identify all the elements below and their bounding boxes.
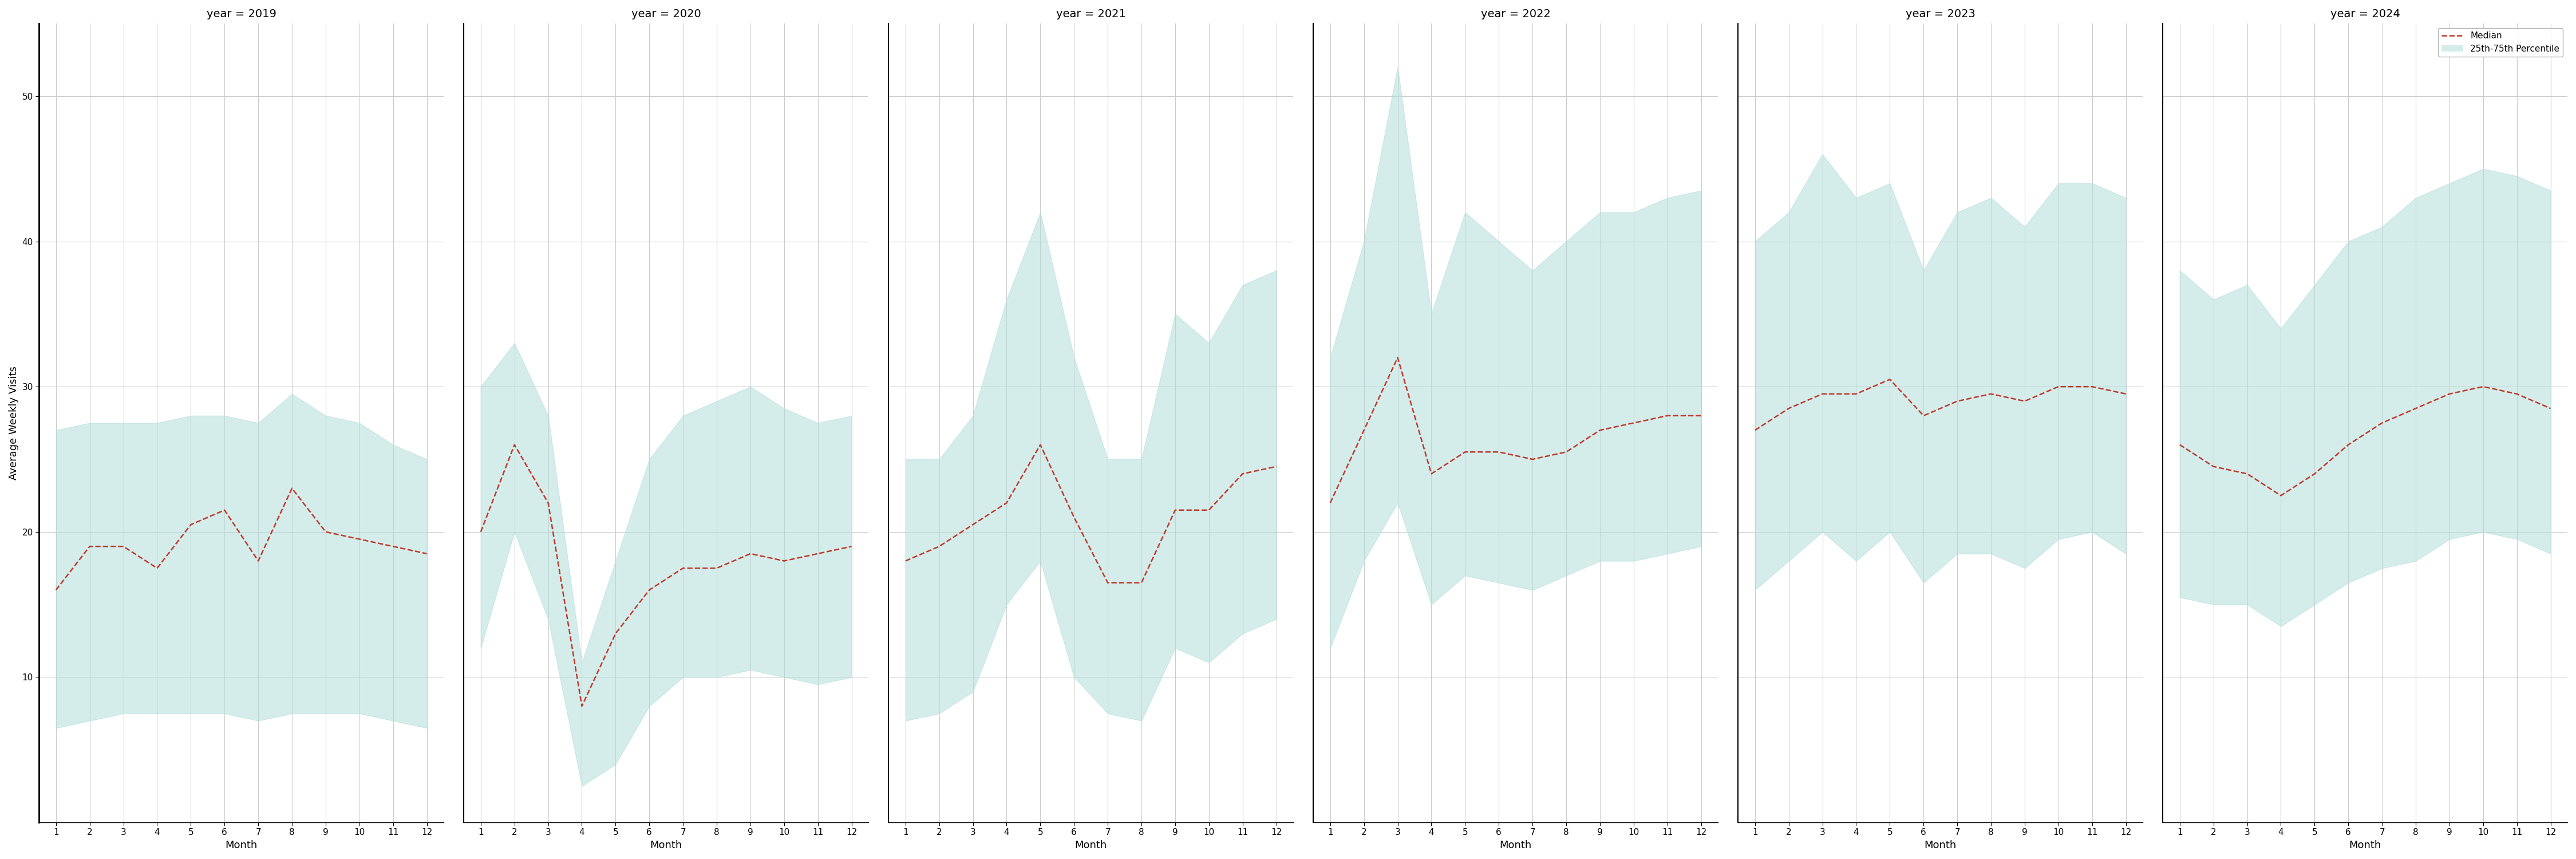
Median — [41, 585, 72, 595]
Title: year = 2021: year = 2021 — [1056, 9, 1126, 20]
Median — [1842, 389, 1873, 399]
Median — [2264, 490, 2295, 501]
Median — [1314, 497, 1345, 508]
Median — [667, 563, 698, 573]
Median — [1260, 461, 1291, 472]
Median — [2110, 389, 2141, 399]
Median — [2043, 381, 2074, 392]
Median — [1417, 469, 1448, 479]
Median — [567, 701, 598, 711]
Median — [276, 483, 307, 493]
Median — [1347, 425, 1378, 436]
Title: year = 2023: year = 2023 — [1906, 9, 1976, 20]
Median — [533, 497, 564, 508]
Median — [108, 541, 139, 551]
Median — [1193, 505, 1224, 515]
Median — [891, 556, 922, 566]
Median — [634, 585, 665, 595]
Median — [1025, 440, 1056, 450]
Median — [379, 541, 410, 551]
Median — [600, 629, 631, 639]
Median — [2231, 469, 2262, 479]
Title: year = 2020: year = 2020 — [631, 9, 701, 20]
Line: Median: Median — [2179, 387, 2550, 496]
Line: Median: Median — [907, 445, 1275, 582]
Median — [242, 556, 273, 566]
Median — [75, 541, 106, 551]
Median — [1772, 403, 1803, 413]
Median — [500, 440, 531, 450]
X-axis label: Month: Month — [1924, 840, 1958, 850]
Median — [2009, 396, 2040, 406]
Legend: Median, 25th-75th Percentile: Median, 25th-75th Percentile — [2437, 28, 2563, 57]
Line: Median: Median — [57, 488, 428, 590]
Median — [466, 527, 497, 537]
Line: Median: Median — [1754, 380, 2125, 430]
Median — [701, 563, 732, 573]
Median — [2076, 381, 2107, 392]
Median — [958, 520, 989, 530]
Median — [309, 527, 340, 537]
Line: Median: Median — [1329, 357, 1700, 503]
Median — [2367, 417, 2398, 428]
Median — [142, 563, 173, 573]
Line: Median: Median — [482, 445, 853, 706]
Median — [1976, 389, 2007, 399]
Median — [992, 497, 1023, 508]
Median — [1584, 425, 1615, 436]
Median — [2434, 389, 2465, 399]
Median — [2535, 403, 2566, 413]
Title: year = 2024: year = 2024 — [2331, 9, 2401, 20]
Median — [2401, 403, 2432, 413]
Median — [2164, 440, 2195, 450]
Median — [1450, 447, 1481, 457]
Median — [1092, 577, 1123, 588]
Median — [2300, 469, 2331, 479]
Median — [2468, 381, 2499, 392]
Median — [2501, 389, 2532, 399]
Median — [1909, 411, 1940, 421]
Title: year = 2022: year = 2022 — [1481, 9, 1551, 20]
Median — [1685, 411, 1716, 421]
Median — [1126, 577, 1157, 588]
X-axis label: Month: Month — [649, 840, 683, 850]
Median — [801, 549, 832, 559]
Median — [1226, 469, 1257, 479]
Median — [1875, 375, 1906, 385]
Median — [1484, 447, 1515, 457]
Median — [1551, 447, 1582, 457]
Median — [1739, 425, 1770, 436]
Median — [412, 549, 443, 559]
Median — [837, 541, 868, 551]
Median — [734, 549, 765, 559]
X-axis label: Month: Month — [1074, 840, 1108, 850]
Y-axis label: Average Weekly Visits: Average Weekly Visits — [8, 366, 18, 480]
X-axis label: Month: Month — [1499, 840, 1533, 850]
Median — [1383, 352, 1414, 362]
Median — [768, 556, 799, 566]
Median — [925, 541, 956, 551]
Median — [175, 520, 206, 530]
Median — [1059, 512, 1090, 522]
Median — [209, 505, 240, 515]
Median — [1651, 411, 1682, 421]
Median — [1618, 417, 1649, 428]
Median — [1806, 389, 1837, 399]
Median — [345, 534, 376, 545]
Median — [1942, 396, 1973, 406]
Median — [1517, 454, 1548, 465]
Median — [2197, 461, 2228, 472]
X-axis label: Month: Month — [224, 840, 258, 850]
Median — [1159, 505, 1190, 515]
X-axis label: Month: Month — [2349, 840, 2380, 850]
Title: year = 2019: year = 2019 — [206, 9, 276, 20]
Median — [2334, 440, 2365, 450]
